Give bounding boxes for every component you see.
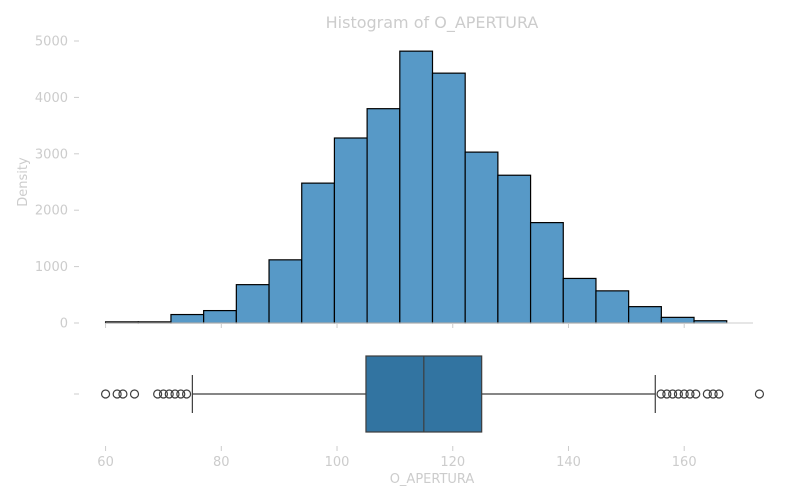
- x-tick-label: 100: [325, 455, 350, 470]
- box-outlier-point: [685, 389, 695, 399]
- histogram-bar: [431, 72, 466, 324]
- box-outlier-point: [164, 389, 174, 399]
- box-outlier-point: [673, 389, 684, 399]
- histogram-bar: [628, 306, 662, 324]
- box-outlier-point: [112, 389, 122, 399]
- x-axis-label: O_APERTURA: [390, 472, 475, 487]
- histogram-bar: [399, 50, 434, 324]
- box-outlier-point: [714, 389, 724, 399]
- box-outlier-point: [129, 389, 140, 399]
- box-outlier-point: [679, 389, 689, 399]
- box-outlier-point: [100, 389, 111, 399]
- box-outlier-point: [176, 389, 186, 399]
- box-outlier-point: [708, 389, 718, 399]
- chart-title: Histogram of O_APERTURA: [326, 13, 539, 33]
- y-tick-label: 1000: [35, 260, 68, 275]
- x-tick-label: 60: [97, 455, 114, 470]
- histogram-bar: [529, 222, 564, 324]
- box-outlier-point: [118, 389, 128, 399]
- histogram-bar: [595, 290, 630, 324]
- box-outlier-point: [153, 389, 163, 399]
- y-tick-label: 0: [60, 317, 68, 332]
- x-tick-label: 160: [672, 455, 697, 470]
- box-outlier-point: [181, 389, 192, 399]
- x-tick-label: 120: [440, 455, 465, 470]
- histogram-bar: [235, 284, 270, 324]
- box-outlier-point: [656, 389, 666, 399]
- histogram-bar: [464, 151, 499, 324]
- y-tick-label: 2000: [35, 204, 68, 219]
- histogram-bar: [366, 108, 401, 324]
- box-outlier-point: [754, 389, 765, 399]
- box-outlier-point: [158, 389, 169, 399]
- histogram-bar: [170, 313, 205, 324]
- histogram-bar: [301, 182, 336, 324]
- histogram-bar: [660, 316, 695, 324]
- box-outlier-point: [691, 389, 701, 399]
- histogram-bar: [333, 137, 368, 324]
- y-axis-label: Density: [16, 157, 31, 207]
- box-outlier-point: [170, 389, 180, 399]
- box-outlier-point: [702, 389, 712, 399]
- histogram-bar: [562, 277, 597, 324]
- box-outlier-point: [668, 389, 678, 399]
- histogram-bar: [268, 259, 303, 324]
- y-tick-label: 5000: [35, 35, 68, 50]
- box-outlier-point: [662, 389, 672, 399]
- histogram-area: 0 1000 2000 3000 4000 5000: [35, 35, 753, 332]
- histogram-bar: [497, 174, 532, 324]
- x-tick-label: 140: [556, 455, 581, 470]
- y-tick-label: 3000: [35, 147, 68, 162]
- y-tick-label: 4000: [35, 91, 68, 106]
- boxplot-area: 60 80 100 120 140 160: [74, 355, 765, 470]
- x-tick-label: 80: [213, 455, 230, 470]
- histogram-bar: [203, 309, 237, 324]
